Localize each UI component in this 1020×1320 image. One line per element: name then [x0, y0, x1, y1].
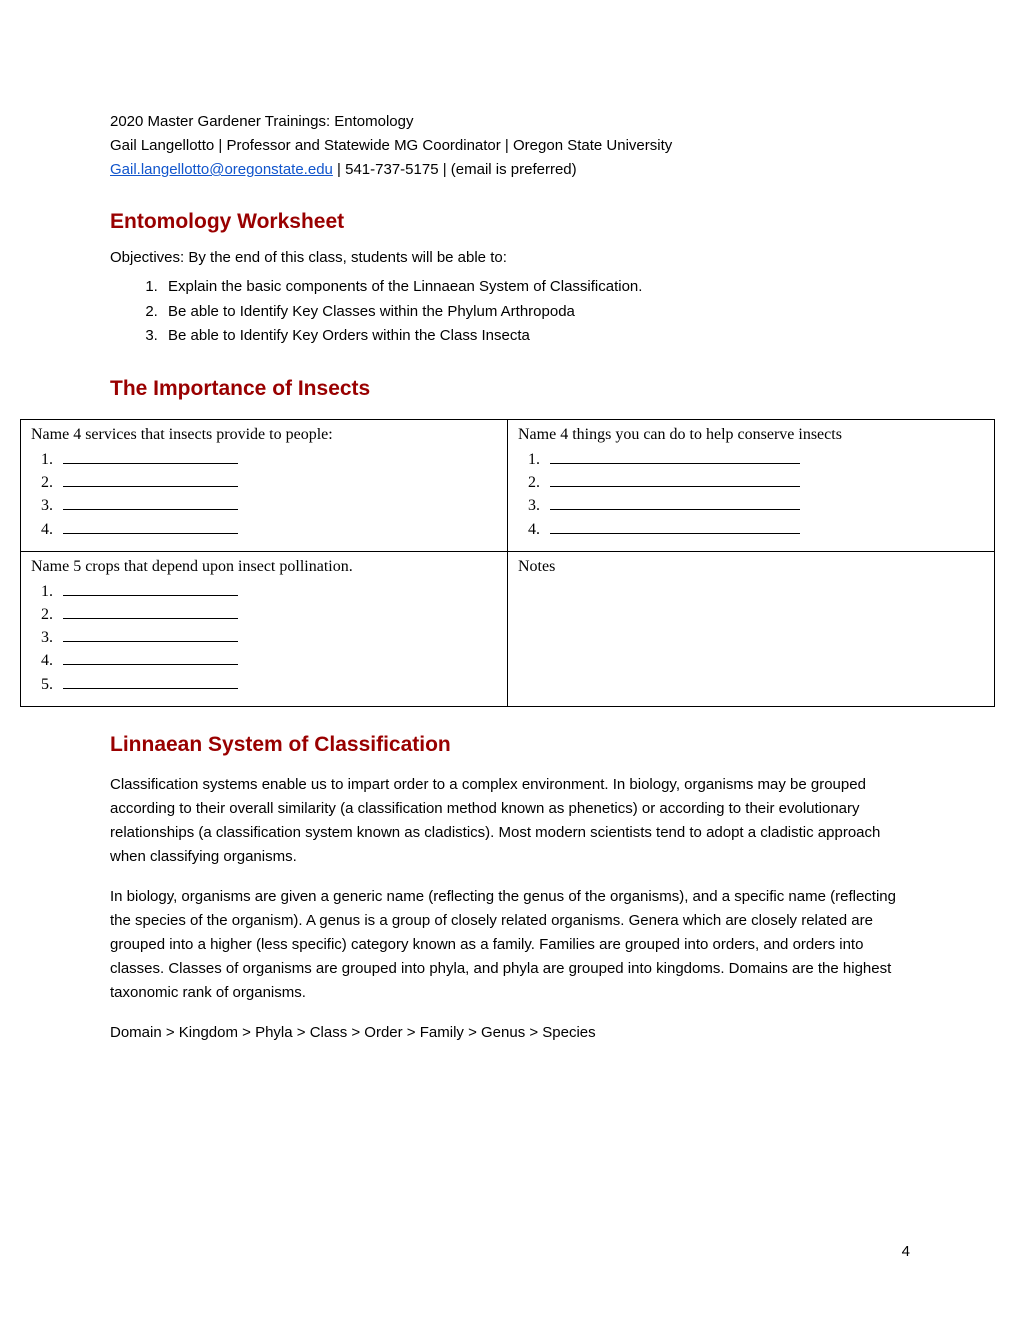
- cell-notes: Notes: [508, 551, 995, 706]
- worksheet-table: Name 4 services that insects provide to …: [20, 419, 995, 707]
- page-number: 4: [902, 1243, 910, 1260]
- list-item: [57, 448, 497, 471]
- blank-line: [63, 628, 238, 643]
- section-title-worksheet: Entomology Worksheet: [110, 210, 920, 234]
- section-title-linnaean: Linnaean System of Classification: [110, 733, 920, 757]
- blank-line: [550, 496, 800, 511]
- section-title-importance: The Importance of Insects: [110, 377, 920, 401]
- objective-item: Be able to Identify Key Classes within t…: [162, 300, 920, 325]
- blank-line: [63, 519, 238, 534]
- objective-item: Explain the basic components of the Linn…: [162, 275, 920, 300]
- blank-line: [63, 449, 238, 464]
- cell-conserve: Name 4 things you can do to help conserv…: [508, 420, 995, 552]
- blank-line: [63, 473, 238, 488]
- list-item: [57, 603, 497, 626]
- prompt-notes: Notes: [518, 558, 984, 576]
- list-item: [57, 471, 497, 494]
- blank-line: [550, 449, 800, 464]
- header-contact: Gail.langellotto@oregonstate.edu | 541-7…: [110, 158, 920, 182]
- blank-line: [550, 473, 800, 488]
- prompt-conserve: Name 4 things you can do to help conserv…: [518, 426, 984, 444]
- blank-line: [63, 674, 238, 689]
- paragraph-classification-1: Classification systems enable us to impa…: [110, 773, 920, 869]
- list-item: [544, 494, 984, 517]
- contact-suffix: | 541-737-5175 | (email is preferred): [333, 161, 577, 178]
- blank-line: [63, 581, 238, 596]
- email-link[interactable]: Gail.langellotto@oregonstate.edu: [110, 161, 333, 178]
- header-line-2: Gail Langellotto | Professor and Statewi…: [110, 134, 920, 158]
- blank-list: [544, 448, 984, 541]
- page-container: 2020 Master Gardener Trainings: Entomolo…: [0, 0, 1020, 1320]
- header-line-1: 2020 Master Gardener Trainings: Entomolo…: [110, 110, 920, 134]
- list-item: [57, 580, 497, 603]
- list-item: [544, 448, 984, 471]
- table-row: Name 5 crops that depend upon insect pol…: [21, 551, 995, 706]
- blank-line: [550, 519, 800, 534]
- cell-crops: Name 5 crops that depend upon insect pol…: [21, 551, 508, 706]
- blank-line: [63, 651, 238, 666]
- blank-line: [63, 496, 238, 511]
- list-item: [57, 518, 497, 541]
- objectives-block: Objectives: By the end of this class, st…: [110, 246, 920, 349]
- prompt-services: Name 4 services that insects provide to …: [31, 426, 497, 444]
- list-item: [57, 649, 497, 672]
- objectives-list: Explain the basic components of the Linn…: [110, 275, 920, 349]
- list-item: [57, 494, 497, 517]
- list-item: [544, 471, 984, 494]
- taxonomic-hierarchy: Domain > Kingdom > Phyla > Class > Order…: [110, 1021, 920, 1045]
- document-header: 2020 Master Gardener Trainings: Entomolo…: [110, 110, 920, 182]
- cell-services: Name 4 services that insects provide to …: [21, 420, 508, 552]
- table-row: Name 4 services that insects provide to …: [21, 420, 995, 552]
- blank-line: [63, 604, 238, 619]
- list-item: [57, 673, 497, 696]
- list-item: [57, 626, 497, 649]
- paragraph-classification-2: In biology, organisms are given a generi…: [110, 885, 920, 1005]
- blank-list: [57, 448, 497, 541]
- objective-item: Be able to Identify Key Orders within th…: [162, 324, 920, 349]
- blank-list: [57, 580, 497, 696]
- objectives-intro: Objectives: By the end of this class, st…: [110, 246, 920, 271]
- list-item: [544, 518, 984, 541]
- prompt-crops: Name 5 crops that depend upon insect pol…: [31, 558, 497, 576]
